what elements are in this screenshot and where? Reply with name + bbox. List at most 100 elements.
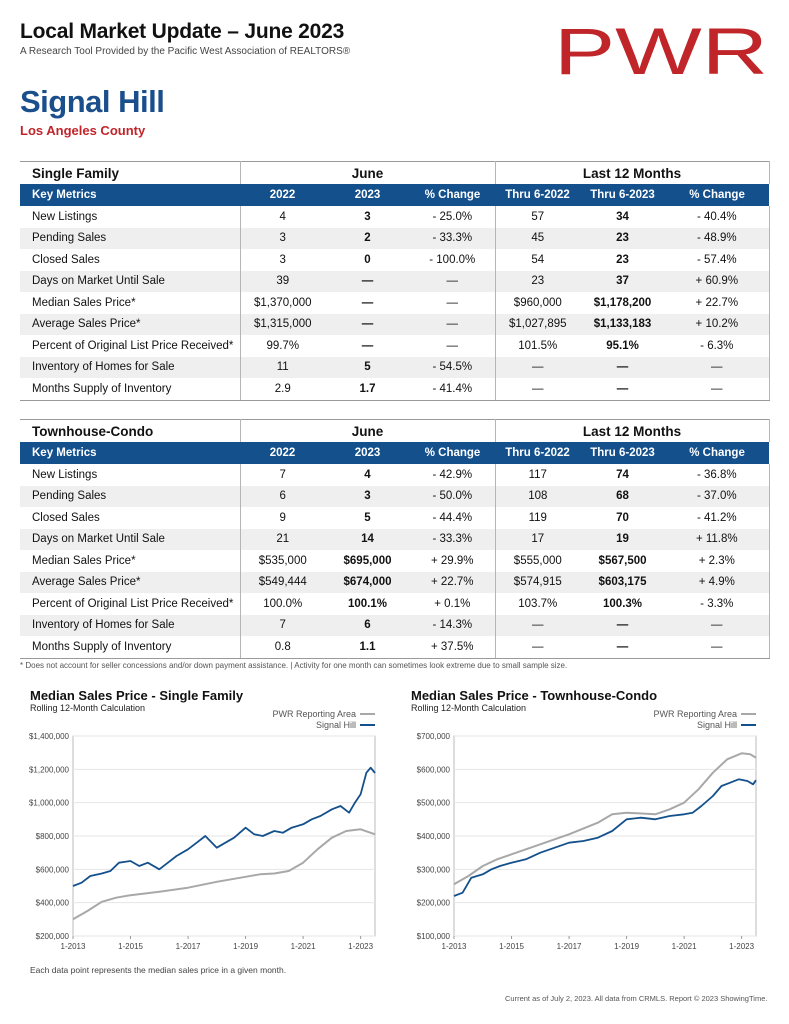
- table-cell: 19: [580, 528, 666, 550]
- table-cell: $674,000: [325, 571, 410, 593]
- y-tick-label: $1,200,000: [29, 765, 70, 774]
- table-cell: —: [410, 270, 496, 292]
- table-cell: - 57.4%: [665, 249, 770, 271]
- table-cell: 23: [580, 227, 666, 249]
- table-cell: $1,178,200: [593, 296, 652, 309]
- metric-name: Days on Market Until Sale: [20, 528, 241, 550]
- table-cell: 5: [364, 511, 371, 524]
- column-header: Key Metrics: [20, 184, 240, 206]
- report-title: Local Market Update – June 2023: [20, 20, 345, 43]
- metric-name: New Listings: [20, 206, 241, 228]
- chart-title: Median Sales Price - Single Family: [30, 688, 244, 703]
- series-line-signal-hill: [72, 766, 376, 887]
- table-cell: 54: [531, 253, 545, 266]
- chart-tc-header: Median Sales Price - Townhouse-Condo Rol…: [411, 688, 657, 713]
- metric-name: Days on Market Until Sale: [20, 270, 241, 292]
- table-cell: - 3.3%: [665, 593, 770, 615]
- column-header: Key Metrics: [20, 442, 240, 464]
- report-subtitle: A Research Tool Provided by the Pacific …: [20, 46, 351, 57]
- table-cell: 37: [580, 270, 666, 292]
- y-tick-label: $800,000: [36, 832, 70, 841]
- x-tick-label: 1-2013: [61, 942, 86, 951]
- table-cell: 119: [528, 511, 547, 524]
- table-cell: + 2.3%: [665, 550, 770, 572]
- table-row: Pending Sales 3 2- 33.3% 45 23- 48.9%: [20, 227, 770, 249]
- table-cell: 21: [240, 528, 325, 550]
- single-family-table: Single Family June Last 12 Months Key Metri…: [20, 161, 770, 401]
- table-cell: 34: [616, 210, 629, 223]
- table-cell: 100.0%: [263, 597, 303, 610]
- county-name: Los Angeles County: [20, 123, 146, 138]
- table-cell: 45: [495, 227, 581, 249]
- table-header-row: Key Metrics 2022 2023% Change Thru 6-2022 Th…: [20, 442, 770, 464]
- table-cell: 117: [528, 468, 547, 481]
- table-cell: 3: [325, 485, 410, 507]
- table-cell: - 33.3%: [410, 227, 496, 249]
- table-cell: $1,370,000: [253, 296, 312, 309]
- table-row: Percent of Original List Price Received*…: [20, 593, 770, 615]
- table-cell: 0: [364, 253, 371, 266]
- table-group-row: Townhouse-Condo June Last 12 Months: [20, 419, 770, 442]
- table-cell: $695,000: [343, 554, 392, 567]
- group-year: Last 12 Months: [495, 419, 770, 442]
- x-tick-label: 1-2023: [729, 942, 754, 951]
- y-tick-label: $100,000: [417, 932, 451, 941]
- pwr-logo: PWR: [554, 24, 768, 80]
- x-tick-label: 1-2019: [233, 942, 258, 951]
- metric-name: Months Supply of Inventory: [20, 378, 241, 401]
- y-tick-label: $600,000: [417, 765, 451, 774]
- table-row: Inventory of Homes for Sale 7 6- 14.3% — — —: [20, 614, 770, 636]
- legend-label: PWR Reporting Area: [653, 709, 737, 719]
- x-tick-label: 1-2023: [348, 942, 373, 951]
- table-cell: 17: [495, 528, 581, 550]
- table-cell: + 22.7%: [410, 571, 496, 593]
- table-cell: $960,000: [513, 296, 562, 309]
- table-cell: —: [665, 636, 770, 659]
- table-cell: - 41.2%: [665, 507, 770, 529]
- table-group-row: Single Family June Last 12 Months: [20, 161, 770, 184]
- table-cell: 3: [364, 210, 371, 223]
- metric-name: Median Sales Price*: [20, 292, 241, 314]
- table-cell: 23: [616, 253, 629, 266]
- table-row: New Listings 7 4- 42.9% 117 74- 36.8%: [20, 464, 770, 486]
- y-tick-label: $400,000: [417, 832, 451, 841]
- table-cell: + 22.7%: [665, 292, 770, 314]
- series-line-pwr-reporting-area: [453, 752, 757, 886]
- column-header: 2023: [325, 442, 410, 464]
- table-cell: 6: [325, 614, 410, 636]
- table-cell: + 11.8%: [665, 528, 770, 550]
- table-cell: - 100.0%: [410, 249, 496, 271]
- table-cell: - 54.5%: [410, 356, 496, 378]
- table-row: Pending Sales 6 3- 50.0% 108 68- 37.0%: [20, 485, 770, 507]
- table-row: Days on Market Until Sale 39— —23 37 + 60.9%: [20, 270, 770, 292]
- y-tick-label: $200,000: [36, 932, 70, 941]
- table-cell: - 6.3%: [665, 335, 770, 357]
- column-header: Thru 6-2022: [495, 184, 581, 206]
- column-header: 2023: [325, 184, 410, 206]
- table-cell: 2: [325, 227, 410, 249]
- table-row: Closed Sales 9 5 - 44.4% 119 70 - 41.2%: [20, 507, 770, 529]
- table-cell: 39: [240, 270, 325, 292]
- column-header: % Change: [410, 442, 496, 464]
- table-row: Percent of Original List Price Received*…: [20, 335, 770, 357]
- table-row: Days on Market Until Sale 21 14- 33.3% 17 19…: [20, 528, 770, 550]
- table-cell: 5: [325, 356, 410, 378]
- column-header: 2022: [240, 442, 325, 464]
- y-tick-label: $400,000: [36, 899, 70, 908]
- metric-name: Average Sales Price*: [20, 571, 241, 593]
- legend-label: Signal Hill: [316, 720, 356, 730]
- metric-name: Inventory of Homes for Sale: [20, 614, 241, 636]
- table-cell: —: [325, 313, 410, 335]
- table-cell: —: [580, 378, 666, 401]
- table-cell: - 44.4%: [410, 507, 496, 529]
- metric-name: Percent of Original List Price Received*: [20, 335, 241, 357]
- table-cell: - 42.9%: [410, 464, 496, 486]
- table-cell: + 60.9%: [665, 270, 770, 292]
- table-row: Median Sales Price* $535,000 $695,000 + 29.…: [20, 550, 770, 572]
- table-row: Average Sales Price* $1,315,000— — $1,027,8…: [20, 313, 770, 335]
- group-year: Last 12 Months: [495, 161, 770, 184]
- column-header: % Change: [665, 184, 770, 206]
- table-cell: $1,133,183: [580, 313, 666, 335]
- table-cell: 1.7: [325, 378, 410, 401]
